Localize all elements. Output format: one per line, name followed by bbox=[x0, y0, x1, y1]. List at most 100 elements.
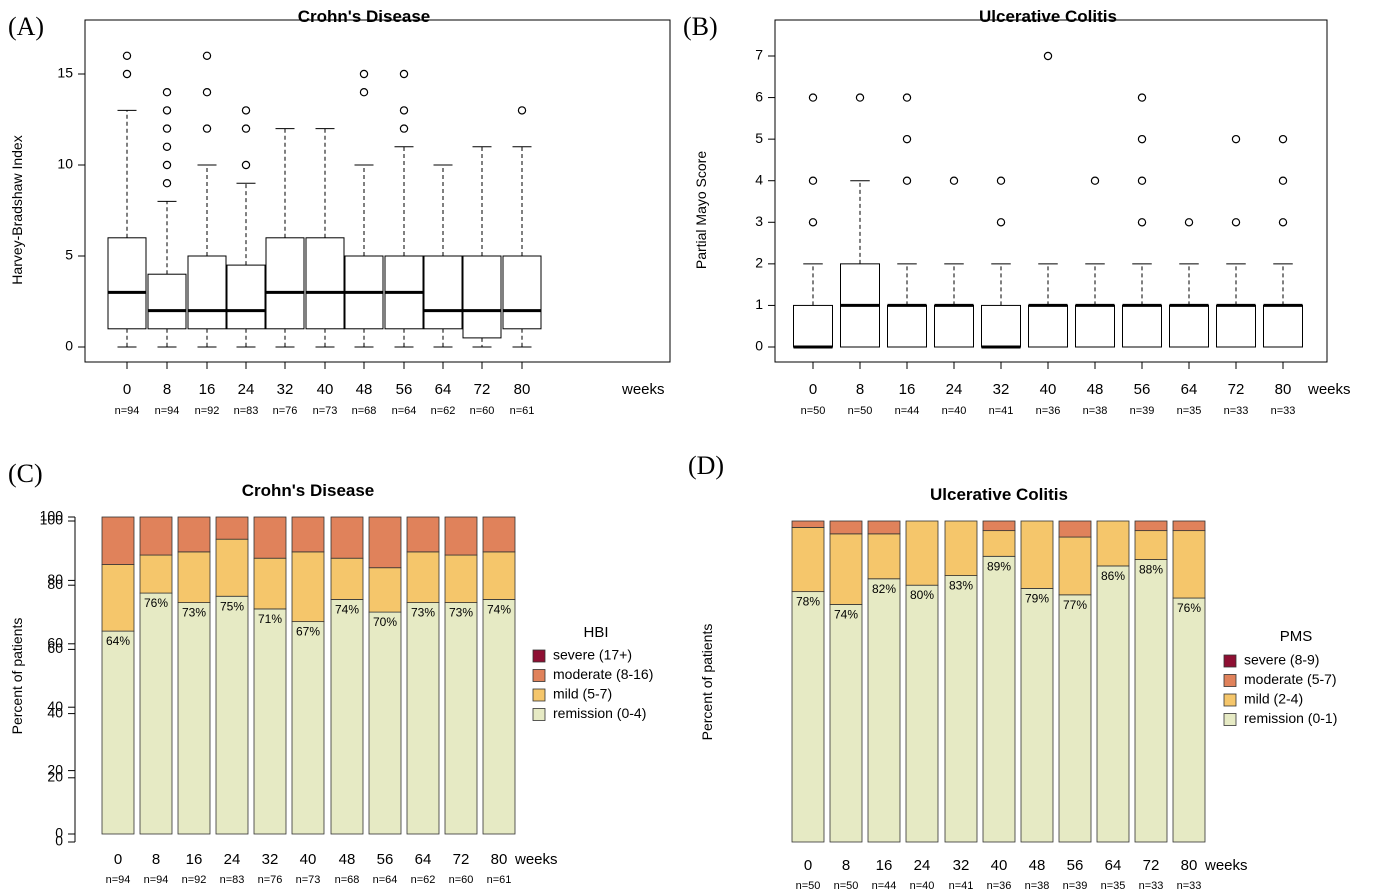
bar-segment-remission bbox=[482, 599, 516, 835]
box-iqr bbox=[1216, 304, 1256, 348]
outlier-point bbox=[1137, 218, 1147, 227]
legend-item: severe (8-9) bbox=[1223, 652, 1319, 668]
outlier-point bbox=[1278, 218, 1288, 227]
sample-size-label: n=40 bbox=[910, 880, 935, 892]
bar-segment-moderate bbox=[368, 516, 402, 569]
outlier-point bbox=[1043, 51, 1053, 61]
legend-label: severe (8-9) bbox=[1244, 652, 1319, 668]
y-tick-label: 80 bbox=[47, 576, 63, 592]
boxplot-0-weeks bbox=[793, 93, 833, 349]
bar-segment-mild bbox=[1172, 530, 1206, 599]
y-tick-label: 20 bbox=[47, 769, 63, 785]
x-tick-label: 80 bbox=[1275, 381, 1292, 398]
remission-percent-label: 76% bbox=[144, 596, 168, 610]
box-iqr bbox=[1169, 304, 1209, 348]
sample-size-label: n=33 bbox=[1224, 405, 1249, 417]
y-tick-label: 20 bbox=[47, 761, 63, 777]
bar-segment-mild bbox=[1058, 536, 1092, 596]
outlier-point bbox=[162, 142, 172, 151]
sample-size-label: n=44 bbox=[895, 405, 920, 417]
sample-size-label: n=68 bbox=[335, 874, 360, 886]
bar-segment-moderate bbox=[829, 520, 863, 535]
remission-percent-label: 80% bbox=[910, 588, 934, 602]
bar-segment-moderate bbox=[444, 516, 478, 556]
stacked-bar-56-weeks: 70% bbox=[368, 516, 402, 835]
remission-percent-label: 78% bbox=[796, 595, 820, 609]
box-iqr bbox=[1263, 304, 1303, 348]
box-iqr bbox=[502, 255, 542, 330]
box-iqr bbox=[462, 255, 502, 339]
legend-item: moderate (8-16) bbox=[532, 666, 653, 682]
sample-size-label: n=60 bbox=[470, 405, 495, 417]
legend-item: remission (0-1) bbox=[1223, 710, 1337, 726]
outlier-point bbox=[202, 51, 212, 61]
outlier-point bbox=[162, 106, 172, 115]
bar-segment-moderate bbox=[1134, 520, 1168, 532]
legend-item: mild (2-4) bbox=[1223, 691, 1303, 707]
outlier-point bbox=[1278, 176, 1288, 185]
y-tick-label: 0 bbox=[55, 833, 63, 849]
box-iqr bbox=[265, 237, 305, 330]
bar-segment-mild bbox=[1096, 520, 1130, 567]
bar-segment-moderate bbox=[177, 516, 211, 553]
remission-percent-label: 70% bbox=[373, 615, 397, 629]
x-tick-label: 0 bbox=[114, 851, 122, 868]
y-tick-label: 100 bbox=[40, 512, 64, 528]
boxplot-16-weeks bbox=[887, 93, 927, 348]
sample-size-label: n=94 bbox=[144, 874, 169, 886]
outlier-point bbox=[1278, 134, 1288, 144]
sample-size-label: n=94 bbox=[115, 405, 140, 417]
x-tick-label: 40 bbox=[991, 857, 1008, 874]
sample-size-label: n=76 bbox=[273, 405, 298, 417]
bar-segment-mild bbox=[330, 557, 364, 600]
y-tick-label: 40 bbox=[47, 698, 63, 714]
legend-title: HBI bbox=[583, 624, 608, 641]
stacked-bar-8-weeks: 76% bbox=[139, 516, 173, 835]
boxplot-8-weeks bbox=[840, 93, 880, 348]
sample-size-label: n=41 bbox=[949, 880, 974, 892]
bar-segment-mild bbox=[177, 551, 211, 603]
sample-size-label: n=33 bbox=[1139, 880, 1164, 892]
x-tick-label: 16 bbox=[899, 381, 916, 398]
panel-letter: (A) bbox=[8, 12, 44, 41]
sample-size-label: n=83 bbox=[220, 874, 245, 886]
x-tick-label: 24 bbox=[238, 381, 255, 398]
y-tick-label: 5 bbox=[755, 130, 763, 146]
outlier-point bbox=[399, 124, 409, 133]
remission-percent-label: 77% bbox=[1063, 598, 1087, 612]
outlier-point bbox=[241, 160, 251, 170]
x-tick-label: 56 bbox=[1134, 381, 1151, 398]
sample-size-label: n=35 bbox=[1101, 880, 1126, 892]
outlier-point bbox=[808, 93, 818, 102]
y-axis-label: Percent of patients bbox=[699, 624, 715, 741]
box-iqr bbox=[423, 255, 463, 330]
outlier-point bbox=[517, 106, 527, 115]
boxplot-48-weeks bbox=[344, 69, 384, 348]
stacked-bar-40-weeks: 67% bbox=[291, 516, 325, 835]
boxplot-0-weeks bbox=[107, 51, 147, 348]
boxplot-64-weeks bbox=[1169, 218, 1209, 348]
legend-swatch bbox=[532, 688, 546, 702]
legend-item: mild (5-7) bbox=[532, 686, 612, 702]
boxplot-56-weeks bbox=[1122, 93, 1162, 348]
x-tick-label: 56 bbox=[1067, 857, 1084, 874]
x-tick-label: 24 bbox=[914, 857, 931, 874]
sample-size-label: n=40 bbox=[942, 405, 967, 417]
box-iqr bbox=[107, 237, 147, 330]
legend-swatch bbox=[1223, 674, 1237, 687]
bar-segment-remission bbox=[291, 621, 325, 835]
outlier-point bbox=[1231, 218, 1241, 227]
remission-percent-label: 71% bbox=[258, 612, 282, 626]
bar-segment-remission bbox=[406, 602, 440, 835]
bar-segment-remission bbox=[982, 555, 1016, 843]
sample-size-label: n=39 bbox=[1130, 405, 1155, 417]
remission-percent-label: 86% bbox=[1101, 569, 1125, 583]
x-tick-label: 80 bbox=[491, 851, 508, 868]
outlier-point bbox=[902, 93, 912, 102]
boxplot-72-weeks bbox=[462, 146, 502, 348]
boxplot-32-weeks bbox=[265, 128, 305, 348]
sample-size-label: n=50 bbox=[834, 880, 859, 892]
legend-swatch bbox=[1223, 654, 1237, 668]
box-iqr bbox=[187, 255, 227, 330]
boxplot-56-weeks bbox=[384, 69, 424, 348]
